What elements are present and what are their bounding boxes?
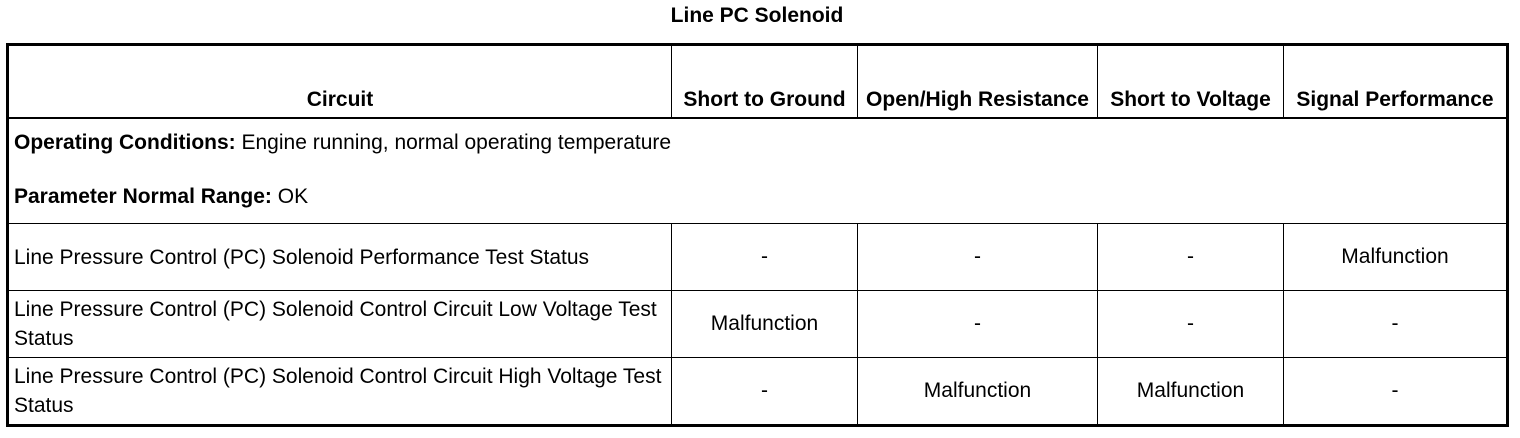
header-row: Circuit Short to Ground Open/High Resist… <box>7 44 1508 119</box>
table-title: Line PC Solenoid <box>670 4 844 27</box>
table-row: Line Pressure Control (PC) Solenoid Cont… <box>7 357 1508 426</box>
conditions-row: Operating Conditions: Engine running, no… <box>7 117 1508 224</box>
operating-conditions-value: Engine running, normal operating tempera… <box>235 131 672 154</box>
circuit-cell: Line Pressure Control (PC) Solenoid Cont… <box>7 357 672 426</box>
short-to-voltage-cell: - <box>1097 290 1284 358</box>
diagnostic-table: Circuit Short to Ground Open/High Resist… <box>6 43 1509 427</box>
short-to-voltage-cell: Malfunction <box>1097 357 1284 426</box>
short-to-voltage-cell: - <box>1097 223 1284 291</box>
open-high-resistance-cell: - <box>857 290 1098 358</box>
parameter-normal-range-value: OK <box>271 185 309 208</box>
header-short-to-ground: Short to Ground <box>671 44 858 119</box>
table-row: Line Pressure Control (PC) Solenoid Perf… <box>7 223 1508 291</box>
parameter-normal-range-label: Parameter Normal Range: <box>14 185 272 208</box>
short-to-ground-cell: - <box>671 223 858 291</box>
header-signal-performance: Signal Performance <box>1283 44 1508 119</box>
operating-conditions-label: Operating Conditions: <box>14 131 236 154</box>
short-to-ground-cell: - <box>671 357 858 426</box>
signal-performance-cell: - <box>1283 357 1508 426</box>
signal-performance-cell: - <box>1283 290 1508 358</box>
open-high-resistance-cell: Malfunction <box>857 357 1098 426</box>
table-row: Line Pressure Control (PC) Solenoid Cont… <box>7 290 1508 358</box>
circuit-cell: Line Pressure Control (PC) Solenoid Cont… <box>7 290 672 358</box>
open-high-resistance-cell: - <box>857 223 1098 291</box>
signal-performance-cell: Malfunction <box>1283 223 1508 291</box>
conditions-cell: Operating Conditions: Engine running, no… <box>7 117 1508 224</box>
header-open-high-resistance: Open/High Resistance <box>857 44 1098 119</box>
header-short-to-voltage: Short to Voltage <box>1097 44 1284 119</box>
parameter-normal-range: Parameter Normal Range: OK <box>14 183 1501 210</box>
short-to-ground-cell: Malfunction <box>671 290 858 358</box>
circuit-cell: Line Pressure Control (PC) Solenoid Perf… <box>7 223 672 291</box>
header-circuit: Circuit <box>7 44 672 119</box>
operating-conditions: Operating Conditions: Engine running, no… <box>14 129 1501 156</box>
